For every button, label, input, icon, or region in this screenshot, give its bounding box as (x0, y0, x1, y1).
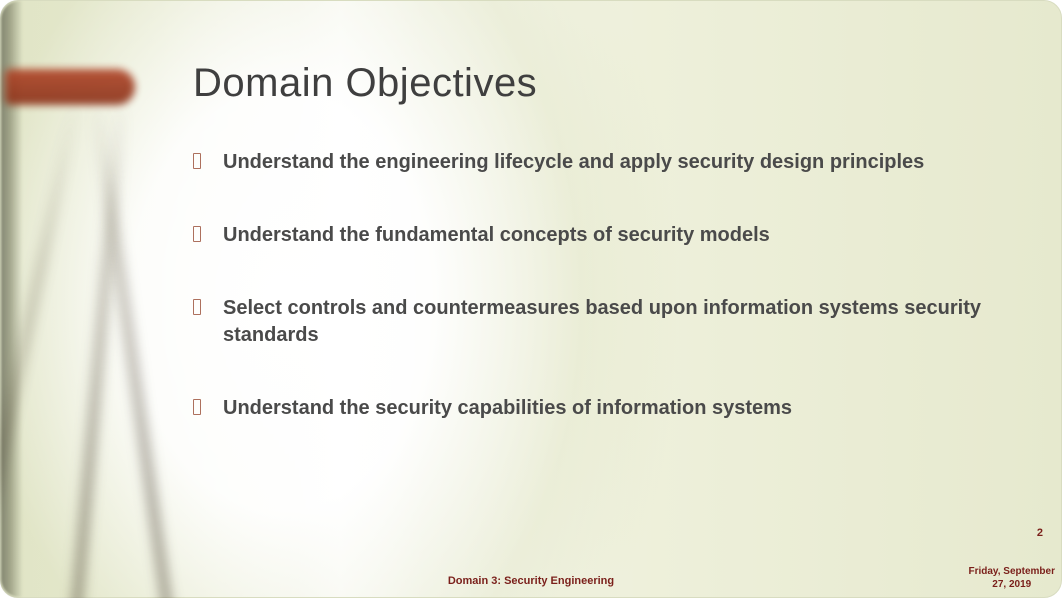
footer-subject: Domain 3: Security Engineering (1, 575, 1061, 587)
stem-decoration (67, 101, 126, 598)
bullet-item: Understand the fundamental concepts of s… (193, 222, 981, 249)
footer-date: Friday, September 27, 2019 (968, 565, 1055, 591)
bullet-item: Understand the security capabilities of … (193, 395, 981, 422)
footer-date-line: Friday, September (968, 565, 1055, 578)
bullet-list: Understand the engineering lifecycle and… (193, 149, 981, 468)
footer-date-line: 27, 2019 (968, 578, 1055, 591)
bullet-item: Select controls and countermeasures base… (193, 295, 981, 349)
bullet-item: Understand the engineering lifecycle and… (193, 149, 981, 176)
slide: Domain Objectives Understand the enginee… (0, 0, 1062, 598)
slide-title: Domain Objectives (193, 61, 537, 106)
page-number: 2 (1037, 527, 1043, 539)
